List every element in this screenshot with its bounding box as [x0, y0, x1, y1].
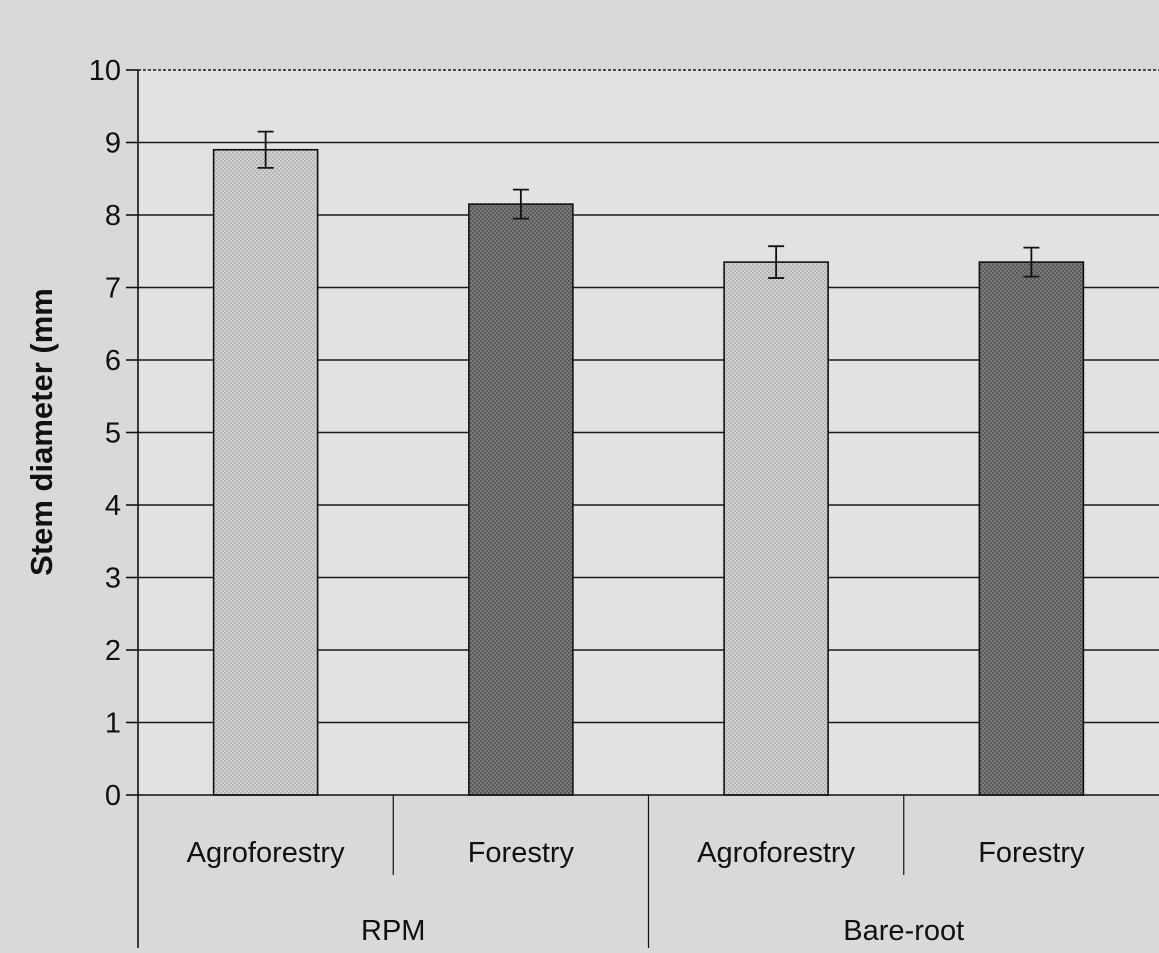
bar [723, 261, 829, 796]
category-label: Agroforestry [187, 837, 345, 869]
bar [212, 148, 319, 796]
category-label: Agroforestry [697, 837, 855, 869]
x-axis: Agroforestry Forestry Agroforestry Forestry… [138, 794, 1159, 948]
y-tick-label: 5 [105, 418, 121, 450]
y-tick-label: 9 [105, 128, 121, 160]
y-tick-label: 8 [105, 200, 121, 232]
y-tick-label: 3 [105, 563, 121, 595]
y-tick-label: 10 [89, 55, 121, 87]
y-axis-title: Stem diameter (mm [24, 288, 59, 576]
category-label: Forestry [468, 837, 575, 869]
category-label: Forestry [978, 837, 1085, 869]
y-tick-label: 7 [105, 273, 121, 305]
group-label: RPM [361, 915, 425, 947]
y-tick-label: 4 [105, 490, 121, 522]
bars [212, 130, 1085, 796]
y-tick-label: 1 [105, 708, 121, 740]
group-label: Bare-root [843, 915, 964, 947]
y-tick-label: 0 [105, 780, 121, 812]
y-tick-label: 6 [105, 345, 121, 377]
y-axis: 0 1 2 3 4 5 6 7 8 9 10 [89, 55, 139, 948]
bar [978, 261, 1085, 796]
bar [468, 203, 574, 796]
y-tick-label: 2 [105, 635, 121, 667]
